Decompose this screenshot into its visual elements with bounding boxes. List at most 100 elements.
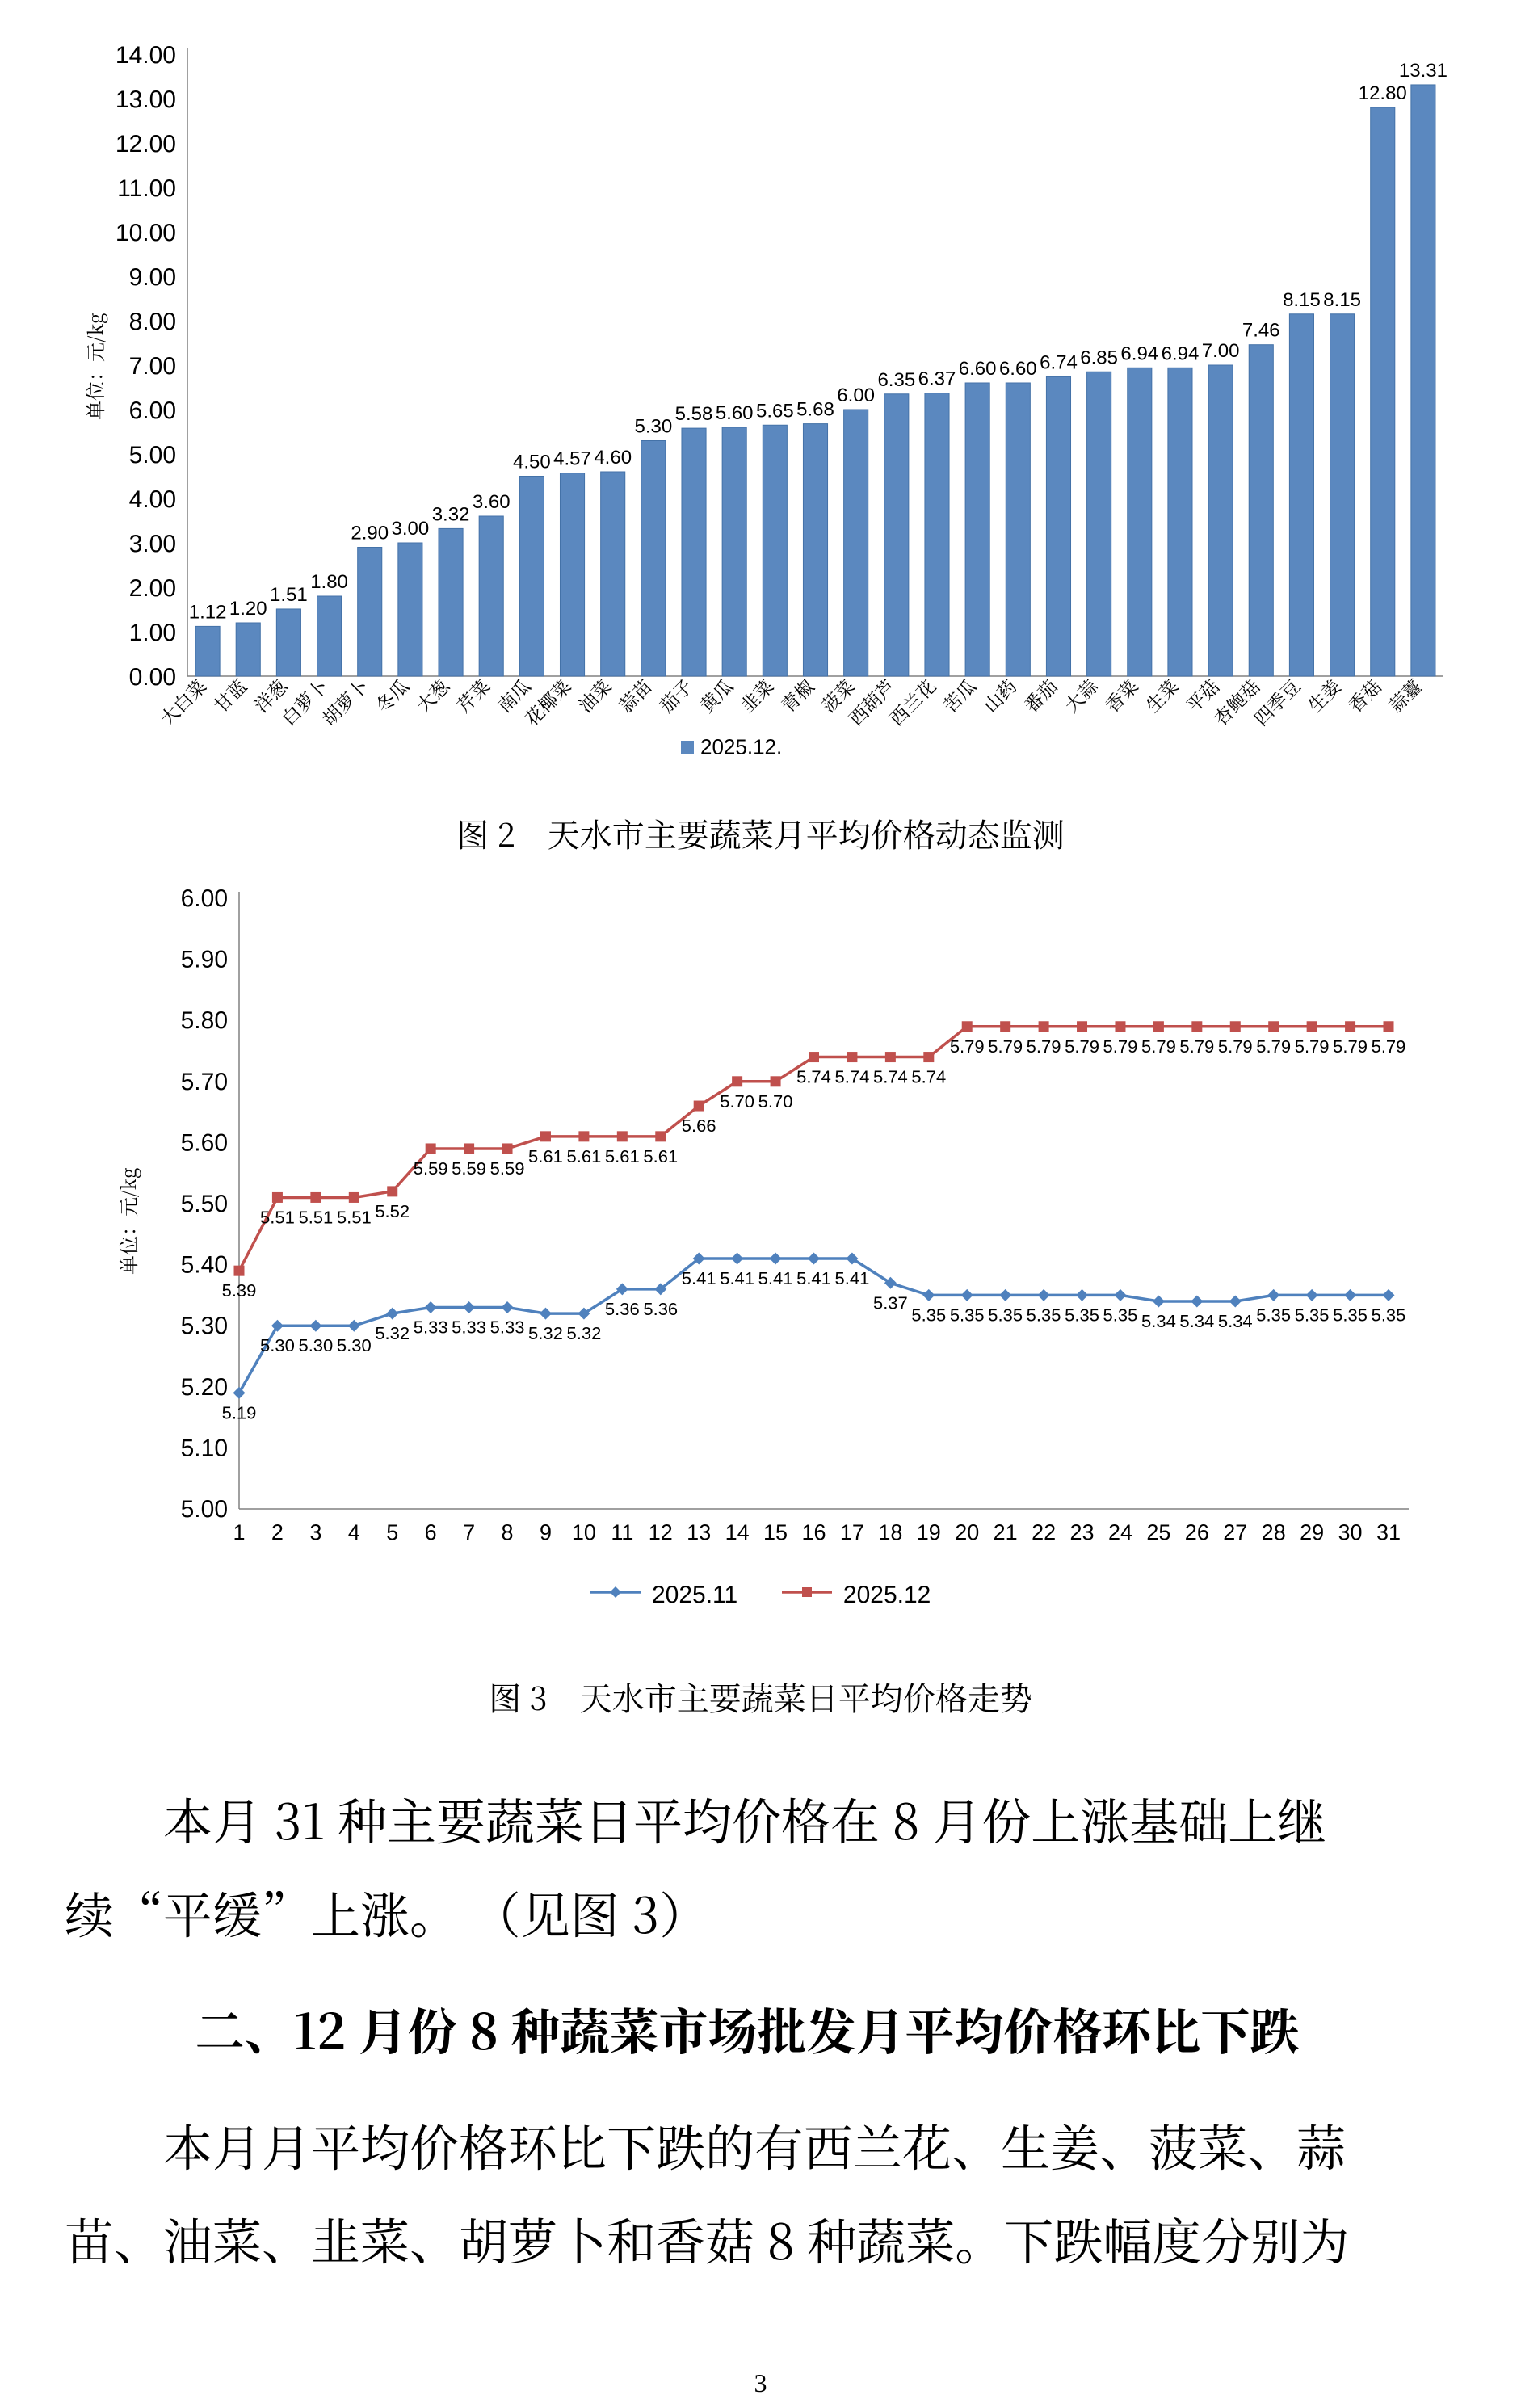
- svg-text:5.32: 5.32: [528, 1323, 563, 1343]
- svg-text:5.33: 5.33: [452, 1317, 486, 1338]
- svg-text:大蒜: 大蒜: [1058, 672, 1104, 718]
- svg-text:1.80: 1.80: [310, 571, 348, 593]
- svg-text:12.00: 12.00: [116, 131, 176, 158]
- svg-text:7.00: 7.00: [129, 353, 176, 380]
- svg-text:0.00: 0.00: [129, 664, 176, 691]
- svg-text:6.37: 6.37: [918, 368, 956, 390]
- svg-text:6.00: 6.00: [181, 885, 228, 912]
- svg-text:5.59: 5.59: [490, 1158, 525, 1179]
- svg-text:5.30: 5.30: [181, 1313, 228, 1339]
- svg-text:5.35: 5.35: [1103, 1305, 1138, 1325]
- svg-text:茄子: 茄子: [653, 673, 698, 718]
- svg-text:5.20: 5.20: [181, 1374, 228, 1401]
- svg-text:5.37: 5.37: [873, 1292, 908, 1313]
- svg-text:6.74: 6.74: [1040, 351, 1078, 373]
- svg-text:5.74: 5.74: [911, 1067, 946, 1087]
- svg-text:13.31: 13.31: [1399, 60, 1447, 82]
- svg-text:6.35: 6.35: [877, 369, 915, 391]
- svg-text:生菜: 生菜: [1139, 673, 1184, 718]
- svg-text:5.35: 5.35: [1333, 1305, 1368, 1325]
- svg-text:5.34: 5.34: [1179, 1311, 1214, 1331]
- svg-text:11: 11: [611, 1520, 633, 1544]
- svg-text:5.79: 5.79: [1179, 1036, 1214, 1057]
- svg-text:7.46: 7.46: [1242, 320, 1280, 342]
- svg-text:13.00: 13.00: [116, 86, 176, 113]
- svg-text:28: 28: [1262, 1520, 1286, 1544]
- svg-text:8: 8: [502, 1520, 514, 1544]
- svg-text:13: 13: [687, 1520, 711, 1544]
- svg-text:5.35: 5.35: [950, 1305, 985, 1325]
- svg-text:1.20: 1.20: [229, 598, 267, 620]
- svg-text:27: 27: [1223, 1520, 1247, 1544]
- svg-text:生姜: 生姜: [1301, 673, 1347, 718]
- svg-text:5.58: 5.58: [675, 403, 713, 425]
- svg-text:5.35: 5.35: [1295, 1305, 1330, 1325]
- svg-text:8.00: 8.00: [129, 309, 176, 335]
- svg-text:3: 3: [309, 1520, 321, 1544]
- svg-text:大葱: 大葱: [410, 672, 456, 718]
- svg-text:10.00: 10.00: [116, 220, 176, 246]
- svg-text:6.00: 6.00: [129, 397, 176, 424]
- svg-text:23: 23: [1070, 1520, 1095, 1544]
- svg-text:6: 6: [425, 1520, 437, 1544]
- svg-text:香菇: 香菇: [1342, 673, 1387, 718]
- svg-text:5.30: 5.30: [634, 416, 672, 438]
- svg-text:5.41: 5.41: [682, 1268, 716, 1288]
- svg-text:7: 7: [463, 1520, 475, 1544]
- svg-text:6.60: 6.60: [959, 358, 997, 380]
- svg-text:5.19: 5.19: [222, 1402, 257, 1423]
- svg-text:番茄: 番茄: [1018, 673, 1063, 718]
- svg-text:5.41: 5.41: [720, 1268, 754, 1288]
- svg-text:10: 10: [572, 1520, 596, 1544]
- svg-text:5.35: 5.35: [1256, 1305, 1291, 1325]
- svg-text:5.65: 5.65: [756, 400, 794, 422]
- svg-text:5.74: 5.74: [873, 1067, 908, 1087]
- svg-text:5.70: 5.70: [181, 1069, 228, 1095]
- svg-text:3.32: 3.32: [432, 503, 470, 525]
- svg-text:7.00: 7.00: [1202, 340, 1240, 362]
- svg-text:5.35: 5.35: [988, 1305, 1023, 1325]
- svg-text:5.79: 5.79: [1333, 1036, 1368, 1057]
- svg-text:山药: 山药: [977, 673, 1022, 718]
- svg-text:5.59: 5.59: [414, 1158, 448, 1179]
- svg-text:30: 30: [1338, 1520, 1363, 1544]
- svg-text:12.80: 12.80: [1359, 82, 1407, 104]
- svg-text:26: 26: [1185, 1520, 1209, 1544]
- svg-text:20: 20: [955, 1520, 979, 1544]
- svg-text:5.30: 5.30: [260, 1335, 295, 1355]
- svg-text:韭菜: 韭菜: [733, 673, 779, 718]
- svg-text:5.90: 5.90: [181, 947, 228, 973]
- svg-text:5.39: 5.39: [222, 1280, 257, 1301]
- svg-text:5.40: 5.40: [181, 1252, 228, 1279]
- svg-text:5.74: 5.74: [796, 1067, 831, 1087]
- svg-text:5.35: 5.35: [911, 1305, 946, 1325]
- svg-text:5.33: 5.33: [490, 1317, 525, 1338]
- svg-text:8.15: 8.15: [1283, 289, 1321, 311]
- svg-text:5.79: 5.79: [1218, 1036, 1253, 1057]
- svg-text:5.51: 5.51: [337, 1207, 372, 1227]
- svg-text:6.60: 6.60: [999, 358, 1037, 380]
- svg-text:5.41: 5.41: [835, 1268, 870, 1288]
- svg-text:5.60: 5.60: [181, 1129, 228, 1156]
- svg-text:5.51: 5.51: [260, 1207, 295, 1227]
- svg-text:5.32: 5.32: [375, 1323, 410, 1343]
- svg-text:蒜薹: 蒜薹: [1382, 673, 1427, 718]
- svg-text:5.80: 5.80: [181, 1007, 228, 1034]
- svg-text:5.74: 5.74: [835, 1067, 870, 1087]
- svg-text:5.59: 5.59: [452, 1158, 486, 1179]
- svg-text:5.79: 5.79: [1027, 1036, 1061, 1057]
- svg-text:青椒: 青椒: [775, 673, 820, 718]
- svg-text:15: 15: [763, 1520, 788, 1544]
- svg-text:16: 16: [801, 1520, 826, 1544]
- svg-text:5.00: 5.00: [181, 1496, 228, 1523]
- svg-text:5.36: 5.36: [643, 1299, 678, 1319]
- svg-text:冬瓜: 冬瓜: [369, 673, 414, 718]
- svg-text:香菜: 香菜: [1099, 673, 1144, 718]
- svg-text:5.79: 5.79: [1295, 1036, 1330, 1057]
- svg-text:25: 25: [1146, 1520, 1170, 1544]
- svg-text:5.34: 5.34: [1141, 1311, 1176, 1331]
- svg-text:5.79: 5.79: [1372, 1036, 1406, 1057]
- svg-text:6.94: 6.94: [1162, 342, 1200, 364]
- svg-text:5.00: 5.00: [129, 442, 176, 469]
- svg-text:6.94: 6.94: [1120, 342, 1158, 364]
